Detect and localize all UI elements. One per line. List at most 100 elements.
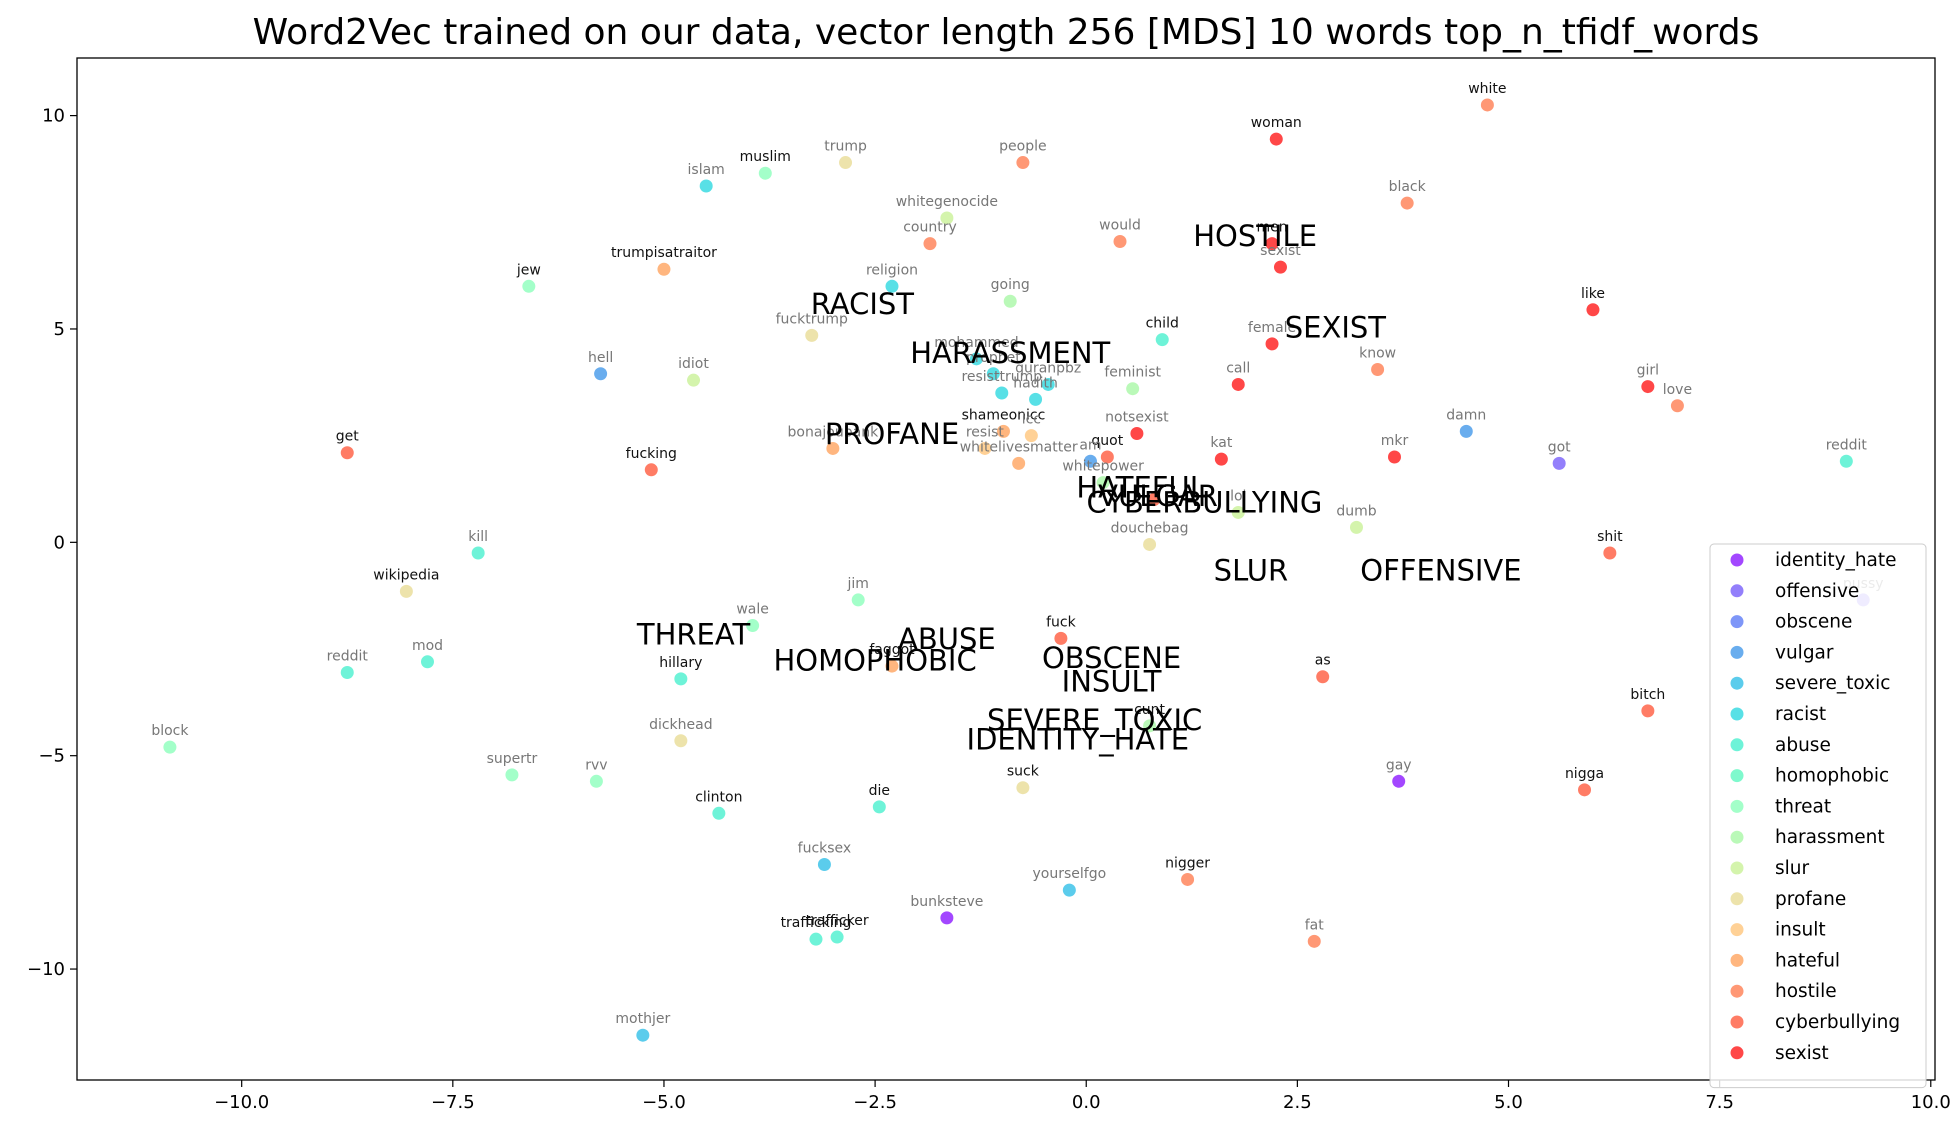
data-point-woman — [1269, 132, 1283, 146]
point-label-girl: girl — [1637, 363, 1659, 379]
data-point-dumb — [1349, 520, 1363, 534]
point-label-fat: fat — [1305, 917, 1325, 933]
data-point-female — [1265, 337, 1279, 351]
data-point-wale — [746, 619, 760, 633]
x-tick-label: −2.5 — [853, 1092, 897, 1113]
data-point-clinton — [712, 806, 726, 820]
category-annotation-offensive: OFFENSIVE — [1360, 554, 1521, 588]
data-point-love — [1670, 399, 1684, 413]
point-label-lol: lol — [1230, 488, 1246, 504]
data-point-sexist — [1273, 260, 1287, 274]
point-labels: white woman trump people islam muslim black whi… — [151, 81, 1883, 1027]
point-label-black: black — [1389, 179, 1427, 195]
point-label-suck: suck — [1007, 764, 1040, 780]
legend-label-vulgar: vulgar — [1775, 642, 1834, 663]
x-tick-label: −10.0 — [214, 1092, 269, 1113]
data-point-idiot — [687, 373, 701, 387]
point-label-muslim: muslim — [740, 149, 791, 165]
category-annotation-insult: INSULT — [1062, 665, 1162, 699]
legend-marker-insult — [1730, 923, 1744, 937]
point-label-bunksteve: bunksteve — [910, 894, 983, 910]
point-label-sexist: sexist — [1260, 243, 1301, 259]
data-point-notsexist — [1130, 427, 1144, 441]
legend-label-offensive: offensive — [1775, 581, 1859, 602]
point-label-icc: icc — [1022, 412, 1041, 428]
point-label-mothjer: mothjer — [615, 1011, 670, 1027]
point-label-wale: wale — [736, 602, 769, 618]
point-label-idiot: idiot — [678, 356, 709, 372]
data-point-people — [1016, 156, 1030, 170]
point-label-mkr: mkr — [1381, 433, 1409, 449]
data-point-girl — [1641, 380, 1655, 394]
data-point-mohammed — [969, 352, 983, 366]
legend-marker-cyberbullying — [1730, 1015, 1744, 1029]
data-point-faggot2 — [1147, 493, 1161, 507]
legend-label-racist: racist — [1775, 704, 1826, 725]
category-annotation-harassment: HARASSMENT — [910, 336, 1110, 370]
data-point-resisttrump — [995, 386, 1009, 400]
point-label-reddit: reddit — [1826, 437, 1868, 453]
category-annotation-hostile: HOSTILE — [1193, 219, 1317, 253]
data-point-damn — [1459, 424, 1473, 438]
data-point-reddit — [340, 665, 354, 679]
point-label-trumpisatraitor: trumpisatraitor — [611, 245, 717, 261]
point-label-islam: islam — [688, 162, 725, 178]
category-annotation-obscene: OBSCENE — [1042, 641, 1181, 675]
point-label-gay: gay — [1386, 757, 1412, 773]
category-annotation-vulgar: VULGAR — [1098, 479, 1218, 513]
y-tick-label: −5 — [38, 746, 65, 767]
point-label-faggot: faggot — [869, 642, 915, 658]
data-point-shameonicc — [996, 424, 1010, 438]
data-point-trumpisatraitor — [657, 262, 671, 276]
point-label-die: die — [869, 783, 890, 799]
legend-label-slur: slur — [1775, 858, 1810, 879]
point-label-fucksex: fucksex — [798, 841, 852, 857]
point-label-fucking: fucking — [626, 446, 677, 462]
points-layer — [163, 98, 1870, 1042]
data-point-got — [1552, 456, 1566, 470]
point-label-jew: jew — [516, 262, 541, 278]
x-tick-label: −7.5 — [431, 1092, 475, 1113]
y-tick-label: 5 — [54, 319, 65, 340]
data-point-am — [1083, 454, 1097, 468]
x-tick-label: 0.0 — [1072, 1092, 1101, 1113]
data-point-cunt — [1143, 719, 1157, 733]
legend-label-obscene: obscene — [1775, 612, 1852, 633]
data-point-religion — [885, 279, 899, 293]
legend-label-insult: insult — [1775, 920, 1826, 941]
y-tick-label: −10 — [27, 959, 65, 980]
legend-label-abuse: abuse — [1775, 735, 1831, 756]
point-label-love: love — [1663, 382, 1692, 398]
point-label-cunt: cunt — [1134, 702, 1165, 718]
point-label-reddit: reddit — [327, 648, 369, 664]
legend-marker-sexist — [1730, 1046, 1744, 1060]
point-label-shameonicc: shameonicc — [962, 407, 1046, 423]
point-label-clinton: clinton — [695, 789, 742, 805]
y-tick-label: 10 — [42, 106, 65, 127]
point-label-hadith: hadith — [1013, 375, 1058, 391]
data-point-mkr — [1387, 450, 1401, 464]
data-point-child — [1155, 333, 1169, 347]
data-point-fuck — [1054, 631, 1068, 645]
data-point-yourselfgo — [1062, 883, 1076, 897]
point-label-going: going — [991, 277, 1030, 293]
data-point-whitelivesmatter — [1012, 456, 1026, 470]
data-point-hillary — [674, 672, 688, 686]
legend-marker-threat — [1730, 799, 1744, 813]
data-point-feminist — [1126, 382, 1140, 396]
point-label-shit: shit — [1597, 529, 1623, 545]
point-label-nigger: nigger — [1165, 855, 1210, 871]
data-point-jew — [522, 279, 536, 293]
point-label-people: people — [999, 139, 1046, 155]
point-label-like: like — [1581, 286, 1605, 302]
point-label-bonajoubank: bonajoubank — [788, 424, 880, 440]
category-annotation-racist: RACIST — [811, 287, 915, 321]
legend-label-sexist: sexist — [1775, 1043, 1829, 1064]
point-label-white: white — [1468, 81, 1506, 97]
x-axis: −10.0 −7.5 −5.0 −2.5 0.0 2.5 5.0 7.5 10.0 — [214, 1080, 1951, 1113]
point-label-wikipedia: wikipedia — [373, 567, 439, 583]
legend-marker-slur — [1730, 861, 1744, 875]
point-label-kat: kat — [1210, 435, 1232, 451]
legend-label-cyberbullying: cyberbullying — [1775, 1012, 1900, 1033]
data-point-know — [1371, 363, 1385, 377]
